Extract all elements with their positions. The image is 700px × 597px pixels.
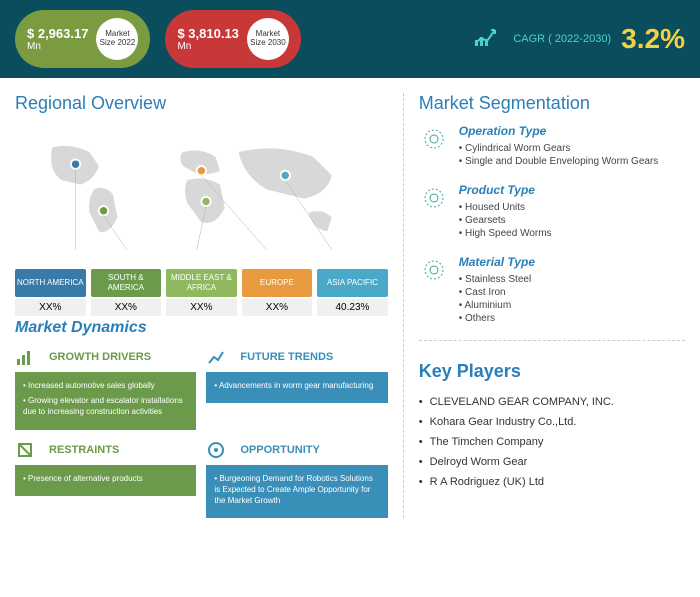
dynamics-item: Growing elevator and escalator installat… [23,395,188,417]
segment-group-title: Product Type [459,183,685,197]
cagr-value: 3.2% [621,23,685,55]
region-label: MIDDLE EAST & AFRICA [166,269,237,297]
segment-list-item: Stainless Steel [459,273,685,286]
segmentation-title: Market Segmentation [419,93,685,114]
dynamics-item: Advancements in worm gear manufacturing [214,380,379,391]
gear-icon [419,255,449,285]
players-title: Key Players [419,361,685,382]
region-box: SOUTH & AMERICA XX% [91,269,162,316]
segment-group-title: Material Type [459,255,685,269]
dynamics-title: Market Dynamics [15,319,388,337]
market-2022-badge: Market Size 2022 [96,18,138,60]
segment-list-item: Others [459,312,685,325]
cagr-section: CAGR ( 2022-2030) 3.2% [473,23,685,55]
dynamics-content: Increased automotive sales globally Growi… [15,372,196,430]
region-label: ASIA PACIFIC [317,269,388,297]
market-2030-value: $ 3,810.13 [177,26,238,41]
header-bar: $ 2,963.17 Mn Market Size 2022 $ 3,810.1… [0,0,700,78]
player-item: The Timchen Company [419,432,685,452]
region-label: NORTH AMERICA [15,269,86,297]
divider [419,340,685,341]
player-item: Kohara Gear Industry Co.,Ltd. [419,412,685,432]
dynamics-item: Burgeoning Demand for Robotics Solutions… [214,473,379,507]
segment-group-title: Operation Type [459,124,685,138]
region-value: XX% [166,299,237,316]
market-2030-badge: Market Size 2030 [247,18,289,60]
region-box: ASIA PACIFIC 40.23% [317,269,388,316]
dynamics-content: Burgeoning Demand for Robotics Solutions… [206,465,387,519]
cagr-label: CAGR ( 2022-2030) [513,33,611,45]
growth-icon [473,24,503,55]
dynamics-box-title: GROWTH DRIVERS [41,348,196,366]
region-value: 40.23% [317,299,388,316]
region-value: XX% [242,299,313,316]
dynamics-item: Increased automotive sales globally [23,380,188,391]
market-2030-unit: Mn [177,41,238,52]
dynamics-icon [206,347,226,367]
segment-list-item: Aluminium [459,299,685,312]
world-map: NORTH AMERICAXX%SOUTH & AMERICAXX%MIDDLE… [15,124,388,304]
dynamics-box: FUTURE TRENDS Advancements in worm gear m… [206,347,387,430]
segment-item: Product Type Housed UnitsGearsetsHigh Spe… [419,183,685,240]
segment-list-item: High Speed Worms [459,227,685,240]
dynamics-box: RESTRAINTS Presence of alternative produc… [15,440,196,519]
dynamics-icon [206,440,226,460]
region-box: EUROPE XX% [242,269,313,316]
segment-list-item: Single and Double Enveloping Worm Gears [459,155,685,168]
dynamics-icon [15,440,35,460]
dynamics-content: Advancements in worm gear manufacturing [206,372,387,403]
dynamics-box-title: OPPORTUNITY [232,441,387,459]
dynamics-box-title: RESTRAINTS [41,441,196,459]
region-value: XX% [91,299,162,316]
dynamics-box-title: FUTURE TRENDS [232,348,387,366]
segment-list-item: Gearsets [459,214,685,227]
segment-list-item: Cast Iron [459,286,685,299]
regional-title: Regional Overview [15,93,388,114]
gear-icon [419,124,449,154]
dynamics-content: Presence of alternative products [15,465,196,496]
dynamics-box: GROWTH DRIVERS Increased automotive sales… [15,347,196,430]
market-2022-value: $ 2,963.17 [27,26,88,41]
market-2030-pill: $ 3,810.13 Mn Market Size 2030 [165,10,300,68]
segment-item: Operation Type Cylindrical Worm GearsSing… [419,124,685,168]
segment-item: Material Type Stainless SteelCast IronAlu… [419,255,685,325]
dynamics-icon [15,347,35,367]
gear-icon [419,183,449,213]
market-2022-pill: $ 2,963.17 Mn Market Size 2022 [15,10,150,68]
region-value: XX% [15,299,86,316]
player-item: Delroyd Worm Gear [419,452,685,472]
region-label: SOUTH & AMERICA [91,269,162,297]
segment-list-item: Cylindrical Worm Gears [459,142,685,155]
segment-list-item: Housed Units [459,201,685,214]
dynamics-box: OPPORTUNITY Burgeoning Demand for Robotic… [206,440,387,519]
market-2022-unit: Mn [27,41,88,52]
region-box: NORTH AMERICA XX% [15,269,86,316]
dynamics-item: Presence of alternative products [23,473,188,484]
player-item: CLEVELAND GEAR COMPANY, INC. [419,392,685,412]
region-label: EUROPE [242,269,313,297]
player-item: R A Rodriguez (UK) Ltd [419,472,685,492]
region-box: MIDDLE EAST & AFRICA XX% [166,269,237,316]
